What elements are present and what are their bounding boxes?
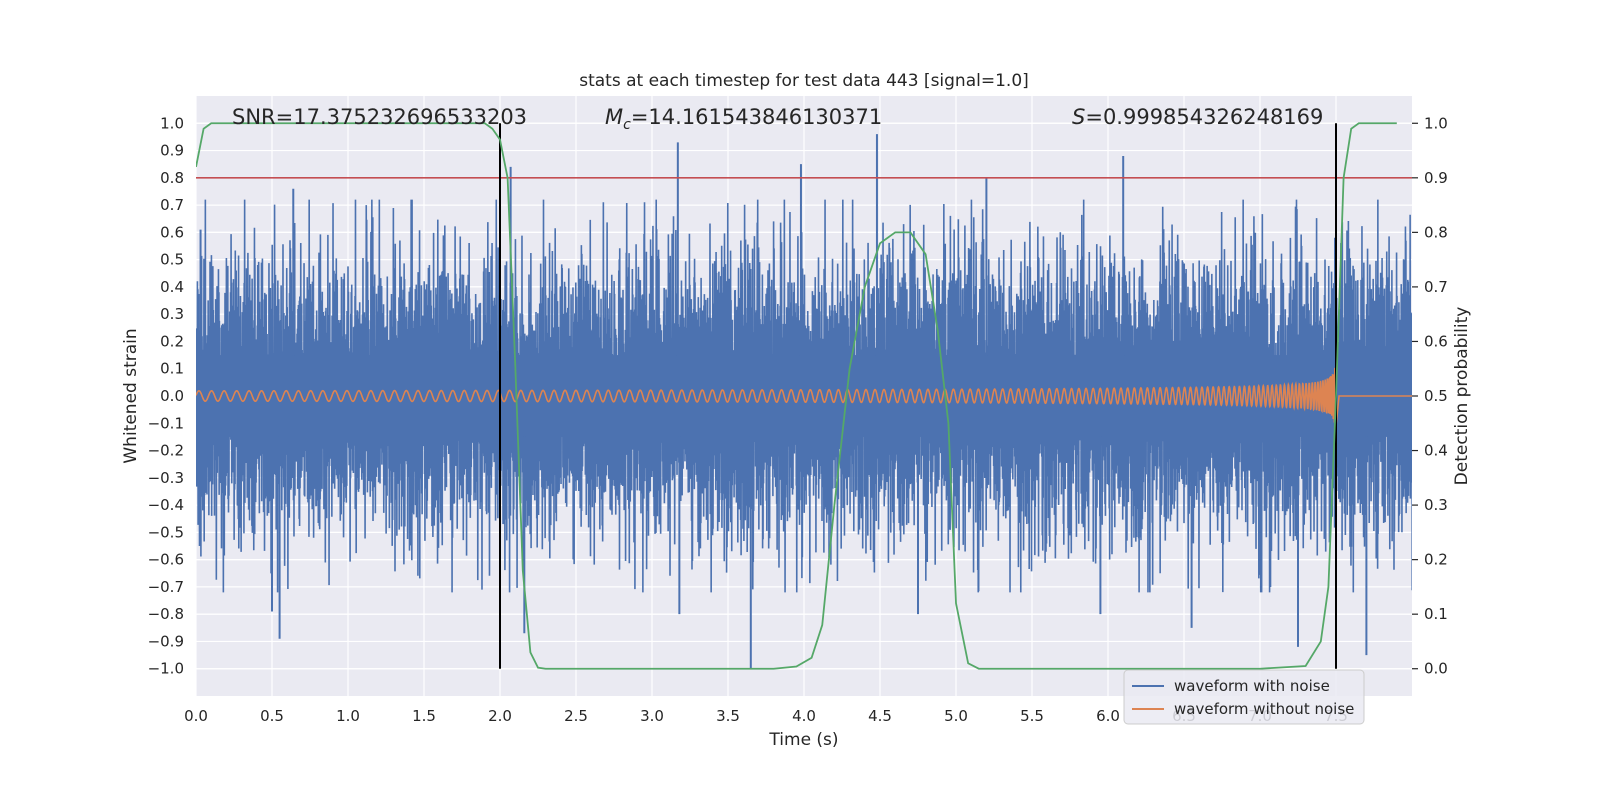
legend-label-signal: waveform without noise xyxy=(1174,700,1354,718)
y-left-tick-label: −1.0 xyxy=(148,660,184,678)
x-tick-label: 0.0 xyxy=(184,707,208,725)
y-left-tick-label: −0.8 xyxy=(148,605,184,623)
y-right-tick-label: 0.1 xyxy=(1424,605,1448,623)
left-y-axis-label: Whitened strain xyxy=(121,328,141,463)
y-left-tick-label: 0.6 xyxy=(160,223,184,241)
y-right-tick-label: 0.9 xyxy=(1424,169,1448,187)
noise-waveform-core xyxy=(196,355,1412,437)
x-tick-label: 2.5 xyxy=(564,707,588,725)
y-left-tick-label: 0.8 xyxy=(160,169,184,187)
y-right-tick-label: 0.7 xyxy=(1424,278,1448,296)
y-right-tick-label: 0.2 xyxy=(1424,551,1448,569)
y-left-tick-label: −0.1 xyxy=(148,414,184,432)
mc-subscript: c xyxy=(623,117,631,133)
y-right-tick-label: 0.3 xyxy=(1424,496,1448,514)
mc-symbol: M xyxy=(605,105,623,129)
s-symbol: S xyxy=(1072,105,1085,129)
right-y-axis-ticks: 1.0 0.9 0.8 0.7 0.6 0.5 0.4 0.3 0.2 0.1 0.0 xyxy=(1412,114,1448,678)
y-right-tick-label: 1.0 xyxy=(1424,114,1448,132)
y-left-tick-label: −0.2 xyxy=(148,442,184,460)
y-right-tick-label: 0.8 xyxy=(1424,223,1448,241)
mc-value: =14.161543846130371 xyxy=(631,105,882,129)
x-tick-label: 3.0 xyxy=(640,707,664,725)
x-tick-label: 5.5 xyxy=(1020,707,1044,725)
y-left-tick-label: 0.5 xyxy=(160,251,184,269)
x-tick-label: 4.0 xyxy=(792,707,816,725)
signal-score-annotation: S=0.999854326248169 xyxy=(1072,105,1323,129)
s-value: =0.999854326248169 xyxy=(1085,105,1323,129)
x-tick-label: 6.0 xyxy=(1096,707,1120,725)
y-right-tick-label: 0.6 xyxy=(1424,332,1448,350)
y-left-tick-label: −0.9 xyxy=(148,632,184,650)
legend: waveform with noise waveform without noi… xyxy=(1123,669,1365,725)
y-left-tick-label: −0.5 xyxy=(148,523,184,541)
y-left-tick-label: −0.6 xyxy=(148,551,184,569)
x-tick-label: 5.0 xyxy=(944,707,968,725)
chirp-mass-annotation: Mc=14.161543846130371 xyxy=(605,105,882,133)
y-left-tick-label: 1.0 xyxy=(160,114,184,132)
y-left-tick-label: −0.4 xyxy=(148,496,184,514)
right-y-axis-label: Detection probability xyxy=(1452,307,1472,486)
y-left-tick-label: 0.7 xyxy=(160,196,184,214)
y-right-tick-label: 0.0 xyxy=(1424,660,1448,678)
y-left-tick-label: 0.9 xyxy=(160,142,184,160)
plot-content xyxy=(196,122,1412,670)
y-left-tick-label: −0.3 xyxy=(148,469,184,487)
y-left-tick-label: 0.1 xyxy=(160,360,184,378)
detection-probability-line xyxy=(196,122,1397,670)
y-left-tick-label: 0.0 xyxy=(160,387,184,405)
y-left-tick-label: 0.3 xyxy=(160,305,184,323)
y-right-tick-label: 0.5 xyxy=(1424,387,1448,405)
y-left-tick-label: 0.4 xyxy=(160,278,184,296)
left-y-axis-ticks: 1.0 0.9 0.8 0.7 0.6 0.5 0.4 0.3 0.2 0.1 0.0 −0.1 −0.… xyxy=(148,114,184,677)
y-left-tick-label: −0.7 xyxy=(148,578,184,596)
x-tick-label: 4.5 xyxy=(868,707,892,725)
legend-box xyxy=(1123,669,1365,725)
x-tick-label: 3.5 xyxy=(716,707,740,725)
x-tick-label: 0.5 xyxy=(260,707,284,725)
legend-label-noise: waveform with noise xyxy=(1174,677,1330,695)
x-tick-label: 1.0 xyxy=(336,707,360,725)
snr-annotation: SNR=17.375232696533203 xyxy=(232,105,527,129)
y-left-tick-label: 0.2 xyxy=(160,332,184,350)
signal-waveform-line xyxy=(196,367,1412,429)
x-tick-label: 2.0 xyxy=(488,707,512,725)
x-axis-label: Time (s) xyxy=(768,730,838,750)
y-right-tick-label: 0.4 xyxy=(1424,442,1448,460)
x-tick-label: 1.5 xyxy=(412,707,436,725)
chart-title: stats at each timestep for test data 443… xyxy=(579,71,1029,91)
